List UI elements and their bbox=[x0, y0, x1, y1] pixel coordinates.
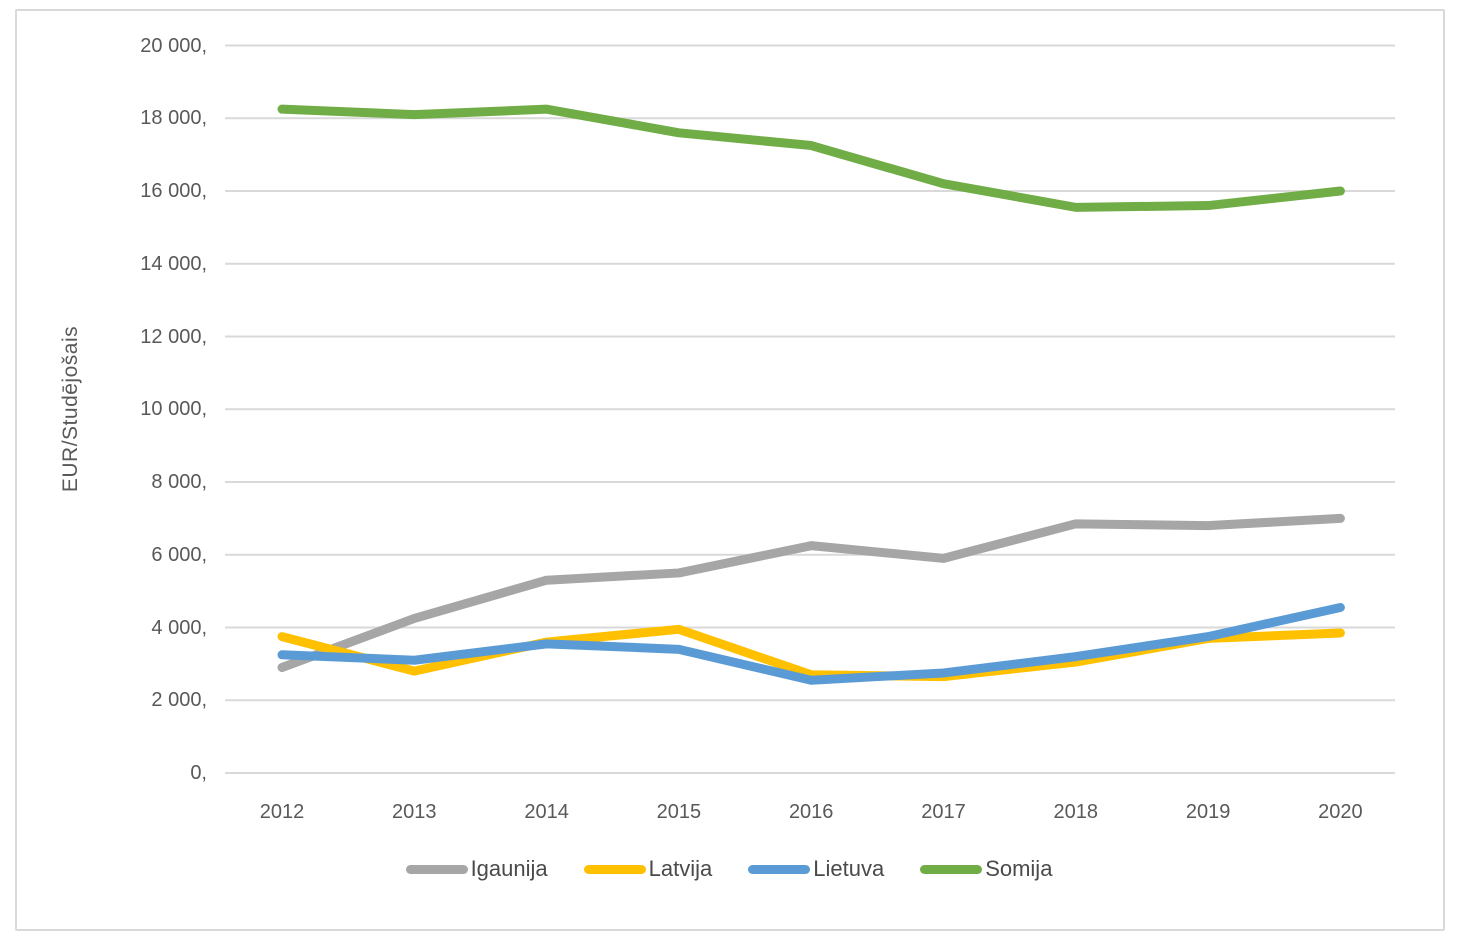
y-tick-label: 12 000, bbox=[140, 325, 207, 348]
x-tick-label: 2016 bbox=[788, 801, 834, 823]
y-tick-label: 20 000, bbox=[140, 34, 207, 57]
y-tick-label: 0, bbox=[190, 762, 207, 784]
x-tick-label: 2017 bbox=[921, 801, 966, 823]
series-line-lietuva bbox=[277, 602, 1345, 685]
legend-label: Somija bbox=[985, 856, 1053, 881]
y-tick-label: 4 000, bbox=[151, 616, 207, 639]
y-tick-label: 6 000, bbox=[151, 543, 207, 566]
legend-label: Igaunija bbox=[470, 856, 548, 881]
x-tick-label: 2013 bbox=[392, 801, 437, 823]
legend-swatch-icon bbox=[583, 864, 646, 874]
y-tick-label: 16 000, bbox=[140, 180, 207, 202]
chart-legend: Igaunija Latvija Lietuva Somija bbox=[0, 856, 1458, 882]
legend-swatch-icon bbox=[405, 864, 468, 874]
x-tick-label: 2012 bbox=[259, 801, 305, 823]
chart-frame bbox=[15, 9, 1445, 931]
y-tick-label: 18 000, bbox=[140, 107, 207, 130]
legend-entry-somija: Somija bbox=[920, 856, 1052, 882]
y-tick-label: 14 000, bbox=[140, 252, 207, 275]
x-tick-label: 2020 bbox=[1318, 801, 1363, 823]
series-line-igaunija bbox=[277, 513, 1345, 673]
y-tick-label: 8 000, bbox=[151, 471, 207, 493]
y-tick-label: 2 000, bbox=[151, 689, 207, 712]
x-tick-label: 2015 bbox=[656, 801, 702, 823]
legend-entry-latvija: Latvija bbox=[583, 856, 713, 882]
x-tick-label: 2018 bbox=[1053, 801, 1099, 823]
series-line-somija bbox=[277, 104, 1345, 212]
legend-entry-lietuva: Lietuva bbox=[748, 856, 884, 882]
x-tick-label: 2014 bbox=[524, 801, 569, 823]
y-tick-label: 10 000, bbox=[140, 398, 207, 421]
legend-swatch-icon bbox=[748, 864, 811, 874]
legend-entry-igaunija: Igaunija bbox=[405, 856, 548, 882]
x-tick-label: 2019 bbox=[1185, 801, 1231, 823]
legend-swatch-icon bbox=[920, 864, 983, 874]
legend-label: Latvija bbox=[648, 856, 713, 881]
legend-label: Lietuva bbox=[813, 856, 885, 881]
